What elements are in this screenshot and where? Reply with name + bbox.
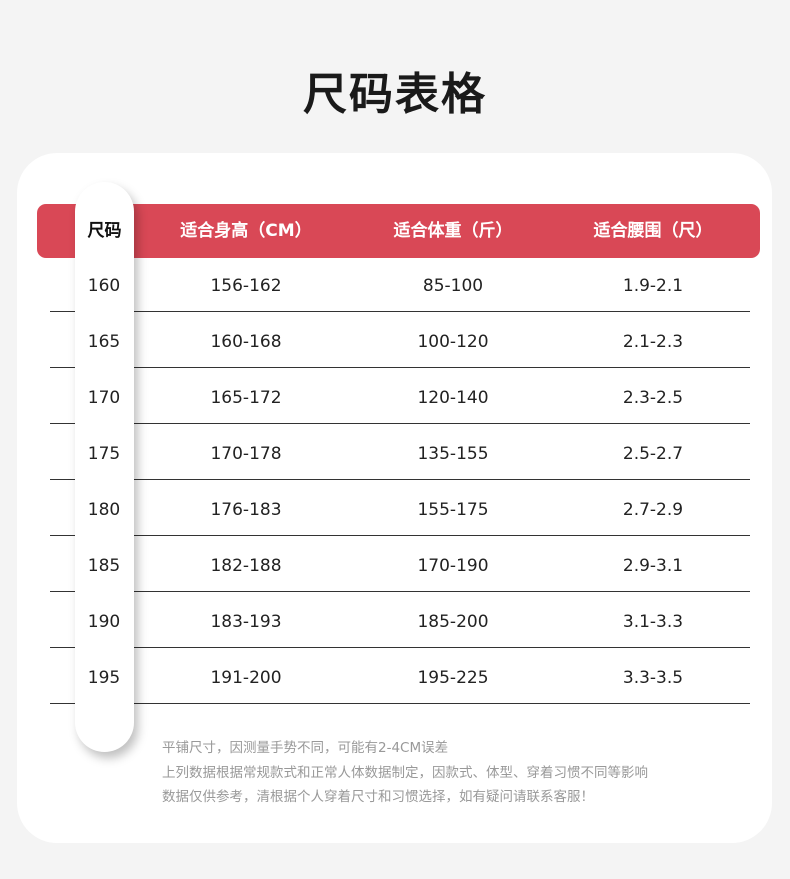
header-height: 适合身高（CM） xyxy=(180,221,312,241)
note: 上列数据根据常规款式和正常人体数据制定，因款式、体型、穿着习惯不同等影响 xyxy=(162,764,648,781)
cell-height: 156-162 xyxy=(210,276,282,296)
row-divider xyxy=(50,703,750,704)
header-weight: 适合体重（斤） xyxy=(393,221,513,241)
cell-height: 160-168 xyxy=(210,332,282,352)
cell-waist: 3.3-3.5 xyxy=(622,668,684,688)
row-divider xyxy=(50,479,750,480)
cell-weight: 195-225 xyxy=(417,668,489,688)
cell-waist: 2.1-2.3 xyxy=(622,332,684,352)
size-column xyxy=(75,182,134,752)
header-waist: 适合腰围（尺） xyxy=(593,221,713,241)
cell-size: 195 xyxy=(87,668,121,688)
cell-waist: 2.9-3.1 xyxy=(622,556,684,576)
notes: 平铺尺寸，因测量手势不同，可能有2-4CM误差 上列数据根据常规款式和正常人体数… xyxy=(162,736,648,810)
cell-size: 165 xyxy=(87,332,121,352)
cell-weight: 120-140 xyxy=(417,388,489,408)
row-divider xyxy=(50,367,750,368)
cell-size: 175 xyxy=(87,444,121,464)
cell-weight: 85-100 xyxy=(422,276,484,296)
cell-size: 170 xyxy=(87,388,121,408)
cell-size: 160 xyxy=(87,276,121,296)
cell-weight: 155-175 xyxy=(417,500,489,520)
cell-waist: 2.5-2.7 xyxy=(622,444,684,464)
header-size: 尺码 xyxy=(87,221,122,241)
cell-height: 170-178 xyxy=(210,444,282,464)
cell-weight: 100-120 xyxy=(417,332,489,352)
cell-waist: 2.7-2.9 xyxy=(622,500,684,520)
cell-height: 165-172 xyxy=(210,388,282,408)
row-divider xyxy=(50,591,750,592)
cell-waist: 2.3-2.5 xyxy=(622,388,684,408)
note: 数据仅供参考，清根据个人穿着尺寸和习惯选择，如有疑问请联系客服！ xyxy=(162,789,594,805)
cell-waist: 3.1-3.3 xyxy=(622,612,684,632)
cell-height: 183-193 xyxy=(210,612,282,632)
table-header xyxy=(37,204,760,258)
cell-height: 182-188 xyxy=(210,556,282,576)
cell-height: 176-183 xyxy=(210,500,282,520)
row-divider xyxy=(50,647,750,648)
cell-weight: 185-200 xyxy=(417,612,489,632)
note: 平铺尺寸，因测量手势不同，可能有2-4CM误差 xyxy=(162,740,449,756)
cell-weight: 170-190 xyxy=(417,556,489,576)
page-title: 尺码表格 xyxy=(303,69,487,120)
row-divider xyxy=(50,535,750,536)
size-chart-card xyxy=(17,153,772,843)
cell-size: 180 xyxy=(87,500,121,520)
cell-waist: 1.9-2.1 xyxy=(622,276,684,296)
cell-size: 185 xyxy=(87,556,121,576)
cell-height: 191-200 xyxy=(210,668,282,688)
cell-size: 190 xyxy=(87,612,121,632)
row-divider xyxy=(50,423,750,424)
row-divider xyxy=(50,311,750,312)
cell-weight: 135-155 xyxy=(417,444,489,464)
